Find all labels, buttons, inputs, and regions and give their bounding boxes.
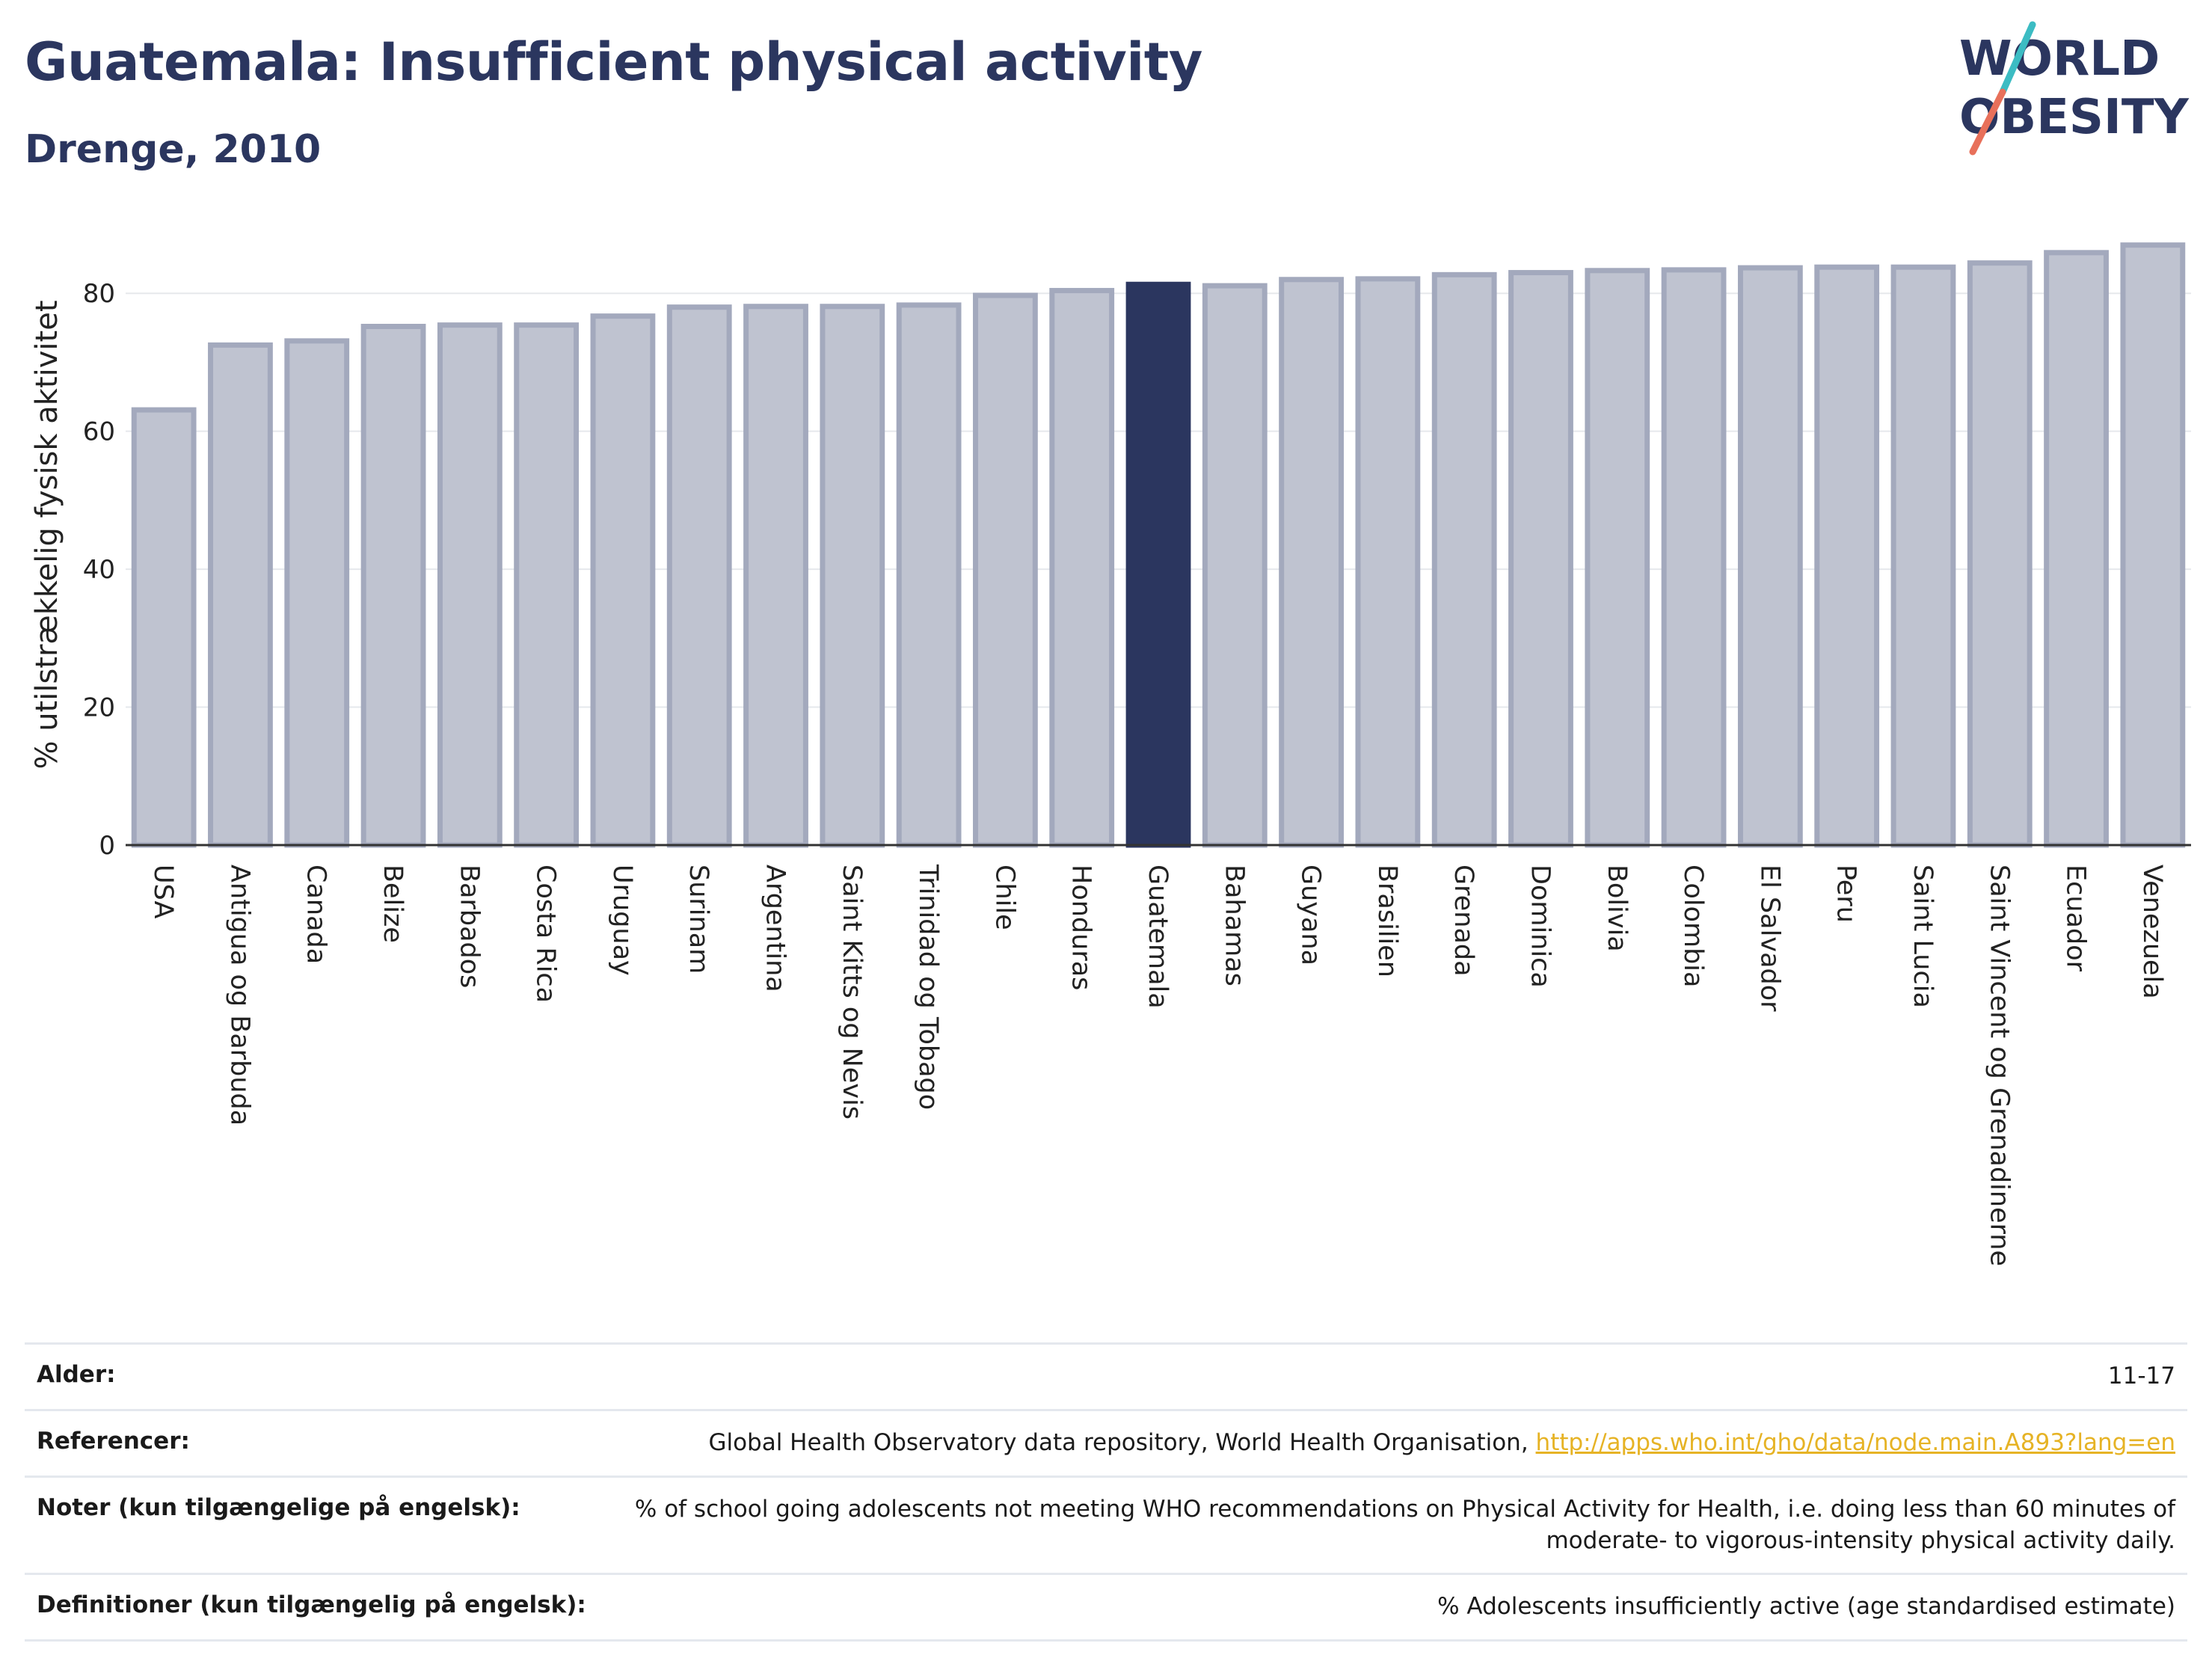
info-table: Alder: 11-17 Referencer: Global Health O… [25, 1342, 2187, 1642]
bar-guyana [1279, 277, 1344, 848]
x-tick-label: El Salvador [1754, 865, 1784, 1012]
age-label: Alder: [37, 1361, 116, 1388]
x-tick-label: Guatemala [1143, 865, 1173, 1009]
x-tick-label: Venezuela [2137, 865, 2167, 999]
notes-value: % of school going adolescents not meetin… [634, 1495, 2175, 1554]
x-tick-label: Guyana [1296, 865, 1326, 965]
info-row-notes: Noter (kun tilgængelige på engelsk): % o… [25, 1476, 2187, 1574]
bar-ecuador [2044, 250, 2109, 848]
svg-text:WORLD: WORLD [1959, 31, 2160, 87]
bar-brasilien [1355, 276, 1421, 848]
y-tick-label: 80 [83, 279, 115, 309]
x-tick-label: Saint Lucia [1908, 865, 1938, 1008]
x-tick-label: Argentina [761, 865, 790, 992]
x-tick-label: Ecuador [2061, 865, 2091, 972]
x-tick-label: Uruguay [607, 865, 637, 976]
bar-surinam [666, 304, 732, 848]
x-tick-label: Belize [378, 865, 408, 943]
bar-usa [131, 407, 197, 848]
y-axis-title: % utilstrækkelig fysisk aktivitet [30, 300, 64, 769]
x-tick-label: Peru [1831, 865, 1861, 923]
x-tick-label: Bahamas [1219, 865, 1249, 986]
bar-canada [284, 338, 350, 848]
tick-labels: 0 20 40 60 80 USA Antigua og Barbuda Canada Beli… [83, 279, 2167, 1266]
bar-trinidad-og-tobago [896, 302, 962, 848]
y-tick-label: 0 [99, 831, 115, 861]
bar-antigua-og-barbuda [208, 342, 273, 848]
bar-peru [1814, 264, 1880, 848]
bar-el-salvador [1737, 265, 1803, 848]
bar-venezuela [2120, 242, 2186, 848]
bar-belize [360, 323, 426, 848]
bar-honduras [1049, 288, 1115, 848]
bar-saint-lucia [1890, 264, 1956, 848]
references-link[interactable]: http://apps.who.int/gho/data/node.main.A… [1535, 1428, 2175, 1456]
bar-bahamas [1202, 283, 1268, 848]
world-obesity-logo: WORLD OBESITY [1959, 21, 2189, 156]
y-tick-label: 40 [83, 555, 115, 585]
definitions-value: % Adolescents insufficiently active (age… [1437, 1593, 2175, 1621]
bar-saint-kitts-og-nevis [820, 304, 885, 848]
x-tick-label: Bolivia [1602, 865, 1632, 952]
references-value: Global Health Observatory data repositor… [617, 1410, 2187, 1476]
y-tick-label: 20 [83, 693, 115, 723]
references-label: Referencer: [37, 1427, 190, 1455]
bar-chile [973, 292, 1038, 848]
bar-colombia [1661, 267, 1727, 848]
x-tick-label: Dominica [1525, 865, 1555, 988]
y-tick-label: 60 [83, 417, 115, 447]
definitions-label: Definitioner (kun tilgængelig på engelsk… [37, 1591, 586, 1619]
x-tick-label: Saint Vincent og Grenadinerne [1984, 865, 2014, 1266]
x-tick-label: Barbados [454, 865, 484, 988]
bars [131, 242, 2186, 848]
age-value: 11-17 [2107, 1363, 2175, 1390]
x-tick-label: Grenada [1448, 865, 1478, 977]
info-row-definitions: Definitioner (kun tilgængelig på engelsk… [25, 1573, 2187, 1641]
bar-saint-vincent-og-grenadinerne [1967, 260, 2033, 848]
notes-label: Noter (kun tilgængelige på engelsk): [37, 1493, 520, 1521]
bar-barbados [437, 322, 503, 848]
x-tick-label: Honduras [1066, 865, 1096, 990]
x-tick-label: Antigua og Barbuda [224, 865, 254, 1126]
x-tick-label: USA [148, 865, 178, 918]
bar-argentina [743, 304, 808, 848]
bar-chart: 0 20 40 60 80 USA Antigua og Barbuda Canada Beli… [30, 242, 2191, 1266]
bar-dominica [1508, 270, 1573, 848]
x-tick-label: Trinidad og Tobago [913, 864, 943, 1110]
x-tick-label: Brasilien [1372, 865, 1402, 977]
bar-bolivia [1585, 268, 1650, 848]
info-row-references: Referencer: Global Health Observatory da… [25, 1410, 2187, 1476]
page-title: Guatemala: Insufficient physical activit… [25, 31, 1202, 93]
info-row-age: Alder: 11-17 [25, 1343, 2187, 1410]
bar-uruguay [590, 313, 656, 848]
bar-guatemala [1125, 281, 1191, 848]
x-tick-label: Colombia [1678, 865, 1708, 987]
x-tick-label: Surinam [683, 865, 713, 974]
x-tick-label: Costa Rica [531, 865, 561, 1003]
page-subtitle: Drenge, 2010 [25, 127, 322, 172]
svg-text:OBESITY: OBESITY [1959, 90, 2189, 145]
references-text: Global Health Observatory data repositor… [708, 1428, 1536, 1456]
bar-costa-rica [514, 322, 580, 848]
x-tick-label: Chile [989, 865, 1019, 930]
x-tick-label: Saint Kitts og Nevis [837, 865, 867, 1120]
bar-grenada [1431, 271, 1497, 848]
x-tick-label: Canada [301, 865, 331, 964]
